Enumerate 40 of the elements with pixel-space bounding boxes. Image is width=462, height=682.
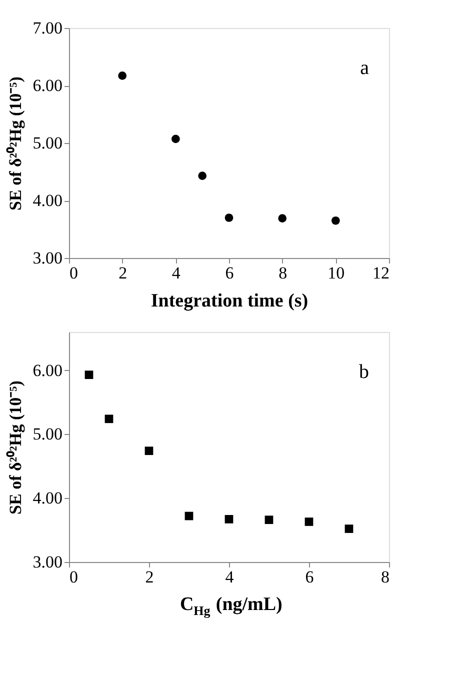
point bbox=[264, 516, 274, 524]
point bbox=[171, 134, 180, 144]
point bbox=[331, 216, 340, 225]
annotation: a bbox=[360, 57, 370, 79]
y-axis-title: SE of δ²⁰²Hg (10⁻⁵) bbox=[6, 76, 25, 210]
x-tick-label: 8 bbox=[278, 264, 288, 282]
y-tick-label: 3.00 bbox=[32, 552, 62, 572]
x-tick-label: 6 bbox=[225, 264, 234, 282]
point bbox=[224, 214, 234, 222]
point bbox=[198, 172, 207, 180]
x-tick-label: 0 bbox=[70, 264, 78, 282]
point bbox=[104, 414, 114, 424]
y-axis-title: SE of δ²⁰²Hg (10⁻⁵) bbox=[6, 380, 25, 514]
y-tick-label: 4.00 bbox=[32, 191, 62, 210]
x-tick-label: 0 bbox=[70, 568, 78, 586]
y-tick-label: 6.00 bbox=[32, 76, 62, 95]
y-tick-label: 7.00 bbox=[32, 18, 62, 38]
point bbox=[118, 72, 127, 80]
annotation: b bbox=[359, 361, 369, 383]
point bbox=[278, 214, 287, 222]
x-axis-title: Integration time (s) bbox=[150, 290, 308, 312]
y-tick-label: 5.00 bbox=[32, 424, 62, 444]
x-tick-label: 4 bbox=[225, 568, 234, 586]
point bbox=[144, 446, 154, 456]
x-tick-label: 10 bbox=[328, 264, 345, 282]
point bbox=[184, 512, 194, 520]
x-tick-label: 8 bbox=[381, 568, 390, 586]
x-tick-label: 2 bbox=[118, 264, 128, 282]
x-tick-label: 4 bbox=[172, 264, 181, 282]
point bbox=[344, 524, 354, 533]
x-tick-label: 6 bbox=[305, 568, 314, 586]
x-tick-label: 2 bbox=[145, 568, 154, 586]
y-tick-label: 6.00 bbox=[32, 360, 62, 380]
y-tick-label: 3.00 bbox=[32, 248, 62, 268]
point bbox=[84, 370, 94, 379]
point bbox=[304, 518, 314, 526]
point bbox=[224, 515, 234, 524]
y-tick-label: 5.00 bbox=[32, 134, 62, 152]
x-tick-label: 12 bbox=[372, 264, 390, 282]
y-tick-label: 4.00 bbox=[32, 488, 62, 508]
